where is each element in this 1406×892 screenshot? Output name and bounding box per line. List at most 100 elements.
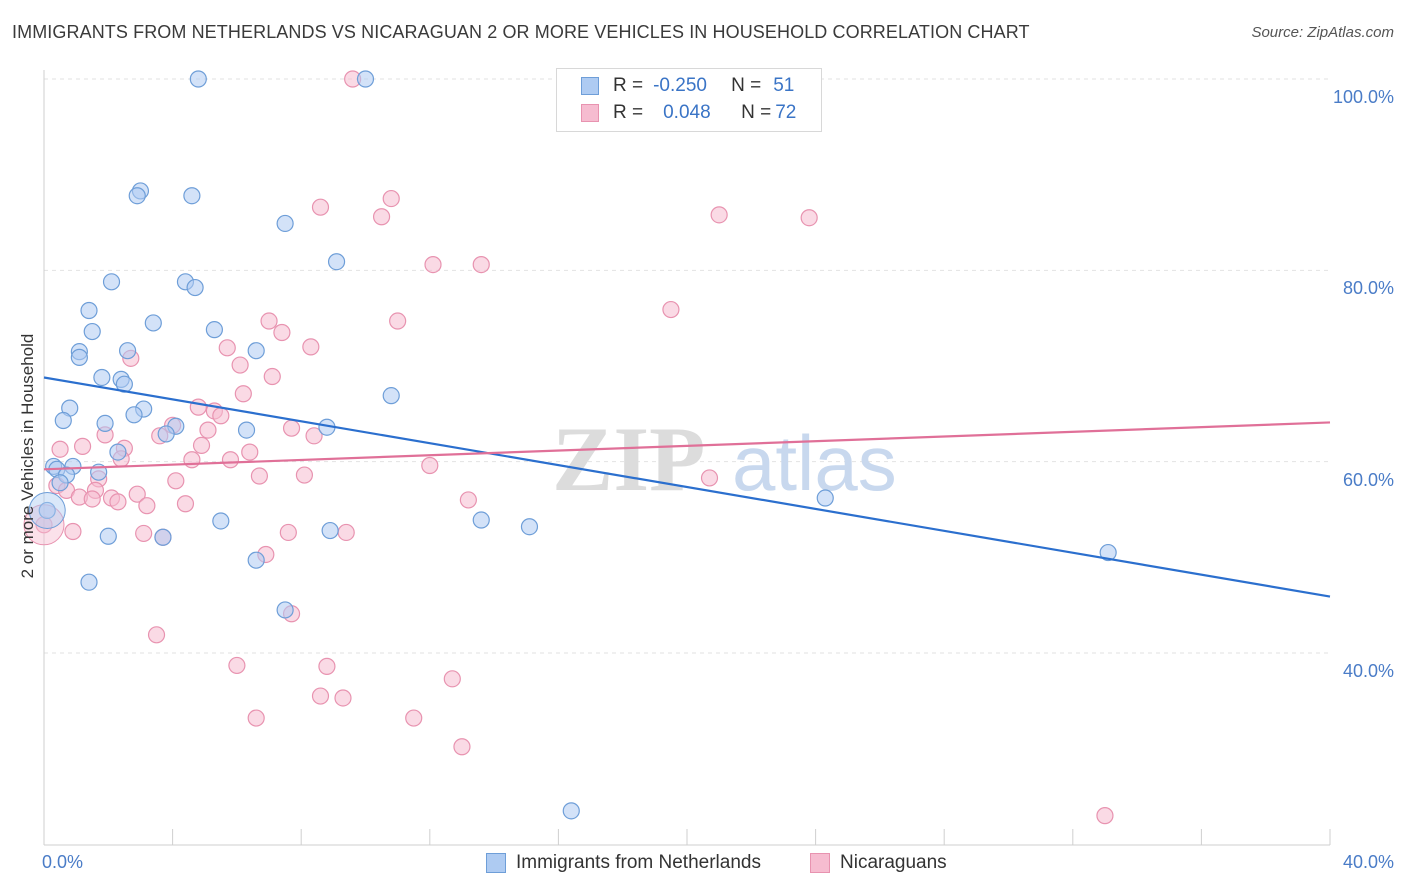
point-netherlands [1099, 543, 1117, 562]
point-nicaraguans [295, 466, 314, 484]
x-tick-label-min: 0.0% [42, 852, 84, 872]
point-nicaraguans [311, 687, 330, 705]
point-nicaraguans [302, 338, 320, 356]
trend-lines [43, 376, 1331, 598]
point-nicaraguans [334, 689, 352, 707]
legend-row-nicaraguans: R = 0.048 N = 72 [581, 100, 796, 126]
legend-row-netherlands: R = -0.250 N = 51 [581, 73, 794, 99]
legend-label-netherlands: Immigrants from Netherlands [516, 852, 761, 873]
point-nicaraguans [218, 339, 236, 357]
point-nicaraguans [192, 436, 211, 455]
point-netherlands [382, 387, 400, 405]
point-nicaraguans [221, 451, 240, 469]
x-tick-label-max: 40.0% [1342, 852, 1394, 872]
point-netherlands [205, 321, 223, 339]
point-nicaraguans [250, 467, 269, 485]
point-nicaraguans [305, 427, 323, 445]
correlation-legend: R = -0.250 N = 51 R = 0.048 N = 72 [556, 68, 822, 132]
point-nicaraguans [662, 300, 680, 319]
point-nicaraguans [147, 626, 166, 644]
legend-swatch-netherlands [486, 853, 506, 873]
point-nicaraguans [273, 323, 291, 342]
trend-line-nicaraguans [43, 421, 1331, 471]
point-netherlands [102, 273, 121, 291]
point-netherlands [816, 489, 834, 507]
point-nicaraguans [453, 738, 471, 756]
point-nicaraguans [128, 485, 146, 503]
point-nicaraguans [405, 709, 423, 727]
point-netherlands [276, 601, 294, 619]
point-netherlands [70, 348, 88, 366]
point-nicaraguans [710, 206, 728, 224]
point-nicaraguans [51, 440, 69, 458]
legend-r-value: 0.048 [663, 102, 711, 123]
point-nicaraguans [183, 451, 201, 469]
point-netherlands [189, 70, 207, 88]
legend-n-label: N = [741, 102, 772, 123]
point-netherlands [472, 511, 490, 529]
point-nicaraguans [382, 189, 400, 208]
point-nicaraguans [212, 407, 230, 425]
y-axis-label: 2 or more Vehicles in Household [18, 333, 37, 579]
point-nicaraguans [700, 469, 719, 487]
point-netherlands [54, 411, 72, 430]
point-netherlands [327, 253, 346, 271]
legend-r-label: R = [613, 75, 644, 96]
point-nicaraguans [472, 255, 490, 274]
y-tick-label: 40.0% [1342, 661, 1394, 681]
legend-swatch-nicaraguans [810, 853, 830, 873]
point-nicaraguans [231, 356, 249, 374]
point-nicaraguans [459, 491, 477, 509]
point-netherlands [186, 278, 204, 297]
point-netherlands [109, 443, 127, 461]
point-nicaraguans [176, 495, 195, 513]
point-nicaraguans [64, 522, 82, 541]
y-tick-label: 100.0% [1332, 87, 1394, 107]
point-nicaraguans [234, 385, 252, 403]
point-nicaraguans [83, 490, 101, 508]
legend-swatch-pink [581, 104, 599, 122]
point-netherlands [96, 414, 114, 432]
legend-item-netherlands: Immigrants from Netherlands [486, 852, 761, 874]
point-netherlands [562, 802, 580, 820]
source-credit: Source: ZipAtlas.com [1251, 24, 1394, 41]
point-netherlands [99, 527, 117, 545]
point-nicaraguans [279, 523, 297, 542]
point-nicaraguans [263, 367, 281, 386]
watermark-atlas: atlas [732, 419, 897, 507]
point-nicaraguans [135, 524, 153, 543]
y-tick-label: 60.0% [1342, 469, 1394, 490]
point-netherlands [157, 425, 175, 443]
legend-n-label: N = [731, 75, 762, 96]
point-nicaraguans [73, 437, 92, 455]
point-nicaraguans [282, 419, 301, 437]
point-nicaraguans [1096, 807, 1114, 825]
point-nicaraguans [372, 208, 391, 226]
point-netherlands [51, 474, 69, 492]
point-netherlands [125, 406, 143, 424]
legend-n-value: 51 [773, 75, 795, 96]
point-netherlands [237, 421, 256, 439]
point-netherlands-cluster [28, 491, 66, 529]
point-netherlands [247, 551, 265, 569]
point-netherlands [321, 521, 339, 540]
point-netherlands [80, 301, 98, 320]
point-netherlands [38, 501, 56, 520]
chart-title: IMMIGRANTS FROM NETHERLANDS VS NICARAGUA… [12, 22, 1030, 42]
series-netherlands [28, 70, 1117, 820]
point-nicaraguans [109, 493, 127, 511]
point-netherlands [128, 187, 146, 205]
point-netherlands [80, 573, 98, 591]
point-nicaraguans [337, 523, 355, 542]
watermark-zip: ZIP [552, 408, 705, 510]
point-nicaraguans [189, 398, 207, 416]
point-nicaraguans [247, 709, 265, 727]
point-netherlands [276, 214, 294, 233]
point-nicaraguans [199, 421, 217, 439]
legend-r-label: R = [613, 102, 644, 123]
point-nicaraguans [421, 456, 439, 475]
point-nicaraguans [241, 443, 259, 461]
point-nicaraguans [138, 497, 156, 515]
point-nicaraguans [318, 657, 336, 675]
